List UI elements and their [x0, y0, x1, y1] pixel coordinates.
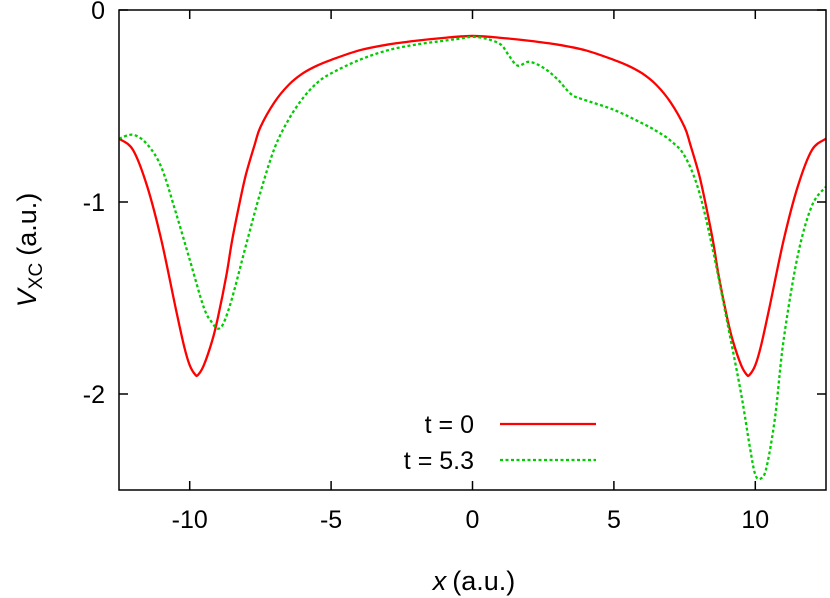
legend-label-1: t = 0 — [425, 411, 474, 439]
x-tick-label: 10 — [741, 506, 769, 534]
x-axis-label: x (a.u.) — [431, 566, 516, 596]
series-line-2 — [119, 35, 826, 481]
y-tick-labels: -2 -1 0 — [83, 0, 105, 409]
x-tick-label: 5 — [607, 506, 621, 534]
y-axis-label: VXC(a.u.) — [12, 193, 47, 307]
y-tick-label: 0 — [91, 0, 105, 25]
y-tick-label: -1 — [83, 189, 105, 217]
legend: t = 0 t = 5.3 — [404, 411, 596, 475]
y-tick-label: -2 — [83, 381, 105, 409]
curves-layer — [119, 34, 826, 481]
x-tick-label: 0 — [466, 506, 480, 534]
x-tick-labels: -10 -5 0 5 10 — [172, 506, 770, 534]
legend-label-2: t = 5.3 — [404, 447, 474, 475]
series-line-1 — [119, 34, 826, 378]
ticks-layer — [119, 9, 826, 490]
x-tick-label: -10 — [172, 506, 208, 534]
x-tick-label: -5 — [320, 506, 342, 534]
